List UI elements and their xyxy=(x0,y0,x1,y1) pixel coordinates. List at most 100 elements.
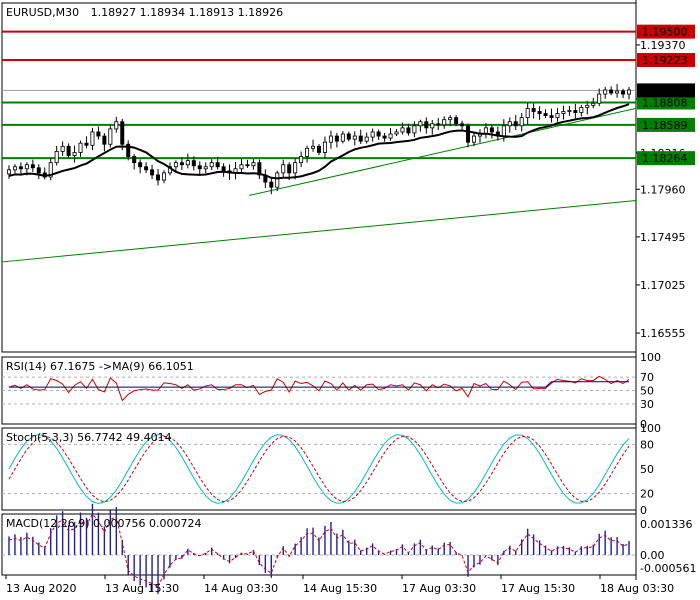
candle-body xyxy=(615,90,620,94)
candle-body xyxy=(72,152,77,156)
candle-body xyxy=(352,135,357,140)
level-tags: 1.19500 1.19223 1.18808 1.18589 1.18264 1.189… xyxy=(637,24,695,166)
stoch-tick-label: 0 xyxy=(640,504,647,517)
candle-body xyxy=(364,136,369,142)
candle-body xyxy=(424,121,429,129)
candle-body xyxy=(412,125,417,134)
candle-body xyxy=(382,135,387,139)
candle-body xyxy=(322,141,327,153)
candle-body xyxy=(454,117,459,125)
candle-body xyxy=(549,115,554,119)
candle-body xyxy=(507,121,512,127)
candle-body xyxy=(287,164,292,174)
current-price-tag xyxy=(637,83,695,98)
candle-body xyxy=(376,131,381,137)
macd-tick-label: 0.001336 xyxy=(640,518,693,531)
candle-body xyxy=(346,133,351,140)
candle-body xyxy=(96,131,101,137)
stoch-title: Stoch(5,3,3) 56.7742 49.4014 xyxy=(6,431,172,444)
rsi-tick-label: 30 xyxy=(640,398,654,411)
time-tick-label: 14 Aug 03:30 xyxy=(204,582,278,595)
candle-body xyxy=(519,117,524,127)
candle-body xyxy=(179,162,184,166)
candle-body xyxy=(36,167,41,174)
candle-body xyxy=(370,131,375,138)
candle-body xyxy=(334,135,339,142)
rsi-title: RSI(14) 67.1675 ->MA(9) 66.1051 xyxy=(6,360,194,373)
price-tick-label: 1.17495 xyxy=(640,231,686,244)
trendlines xyxy=(1,107,637,263)
candle-body xyxy=(257,162,262,176)
candlesticks xyxy=(6,84,632,195)
candle-body xyxy=(6,169,11,175)
time-axis: 13 Aug 2020 13 Aug 15:30 14 Aug 03:30 14 Au… xyxy=(5,575,674,595)
candle-body xyxy=(48,162,53,178)
candle-body xyxy=(460,123,465,127)
candle-body xyxy=(18,166,23,170)
candle-body xyxy=(84,142,89,146)
candle-body xyxy=(448,117,453,121)
candle-body xyxy=(215,162,220,168)
candle-body xyxy=(102,135,107,145)
time-tick-label: 17 Aug 03:30 xyxy=(402,582,476,595)
stoch-tick-label: 50 xyxy=(640,463,654,476)
candle-body xyxy=(60,145,65,152)
candle-body xyxy=(430,123,435,129)
candle-body xyxy=(269,181,274,188)
price-tick-label: 1.17025 xyxy=(640,279,686,292)
stoch-tick-label: 80 xyxy=(640,438,654,451)
rsi-line xyxy=(8,375,630,402)
candle-body xyxy=(436,123,441,126)
price-tick-label: 1.16555 xyxy=(640,327,686,340)
candle-body xyxy=(328,135,333,143)
candle-body xyxy=(597,93,602,104)
candle-body xyxy=(400,127,405,133)
candle-body xyxy=(245,164,250,167)
support-tag xyxy=(637,117,695,132)
symbol: EURUSD,M30 xyxy=(6,6,79,19)
candle-body xyxy=(203,166,208,170)
candle-body xyxy=(12,166,17,171)
support-tag xyxy=(637,95,695,110)
candle-body xyxy=(126,143,131,157)
candle-body xyxy=(108,128,113,145)
candle-body xyxy=(275,172,280,188)
trendline xyxy=(1,200,637,263)
candle-body xyxy=(281,164,286,174)
candle-body xyxy=(388,133,393,139)
candle-body xyxy=(531,108,536,112)
candle-body xyxy=(185,160,190,166)
ma-polyline xyxy=(8,103,630,180)
stoch-tick-label: 20 xyxy=(640,488,654,501)
time-tick-label: 13 Aug 15:30 xyxy=(105,582,179,595)
candle-body xyxy=(24,164,29,170)
resistance-tag xyxy=(637,24,695,39)
candle-body xyxy=(161,172,166,181)
candle-body xyxy=(132,156,137,164)
candle-body xyxy=(78,142,83,153)
price-tick-label: 1.17960 xyxy=(640,183,686,196)
candle-body xyxy=(489,127,494,133)
candle-body xyxy=(120,121,125,145)
panel-frame xyxy=(1,2,637,353)
candle-body xyxy=(138,162,143,168)
candle-body xyxy=(358,135,363,142)
time-tick-label: 13 Aug 2020 xyxy=(6,582,76,595)
candle-body xyxy=(54,151,59,164)
candle-body xyxy=(406,127,411,134)
trendline xyxy=(249,107,637,196)
candle-body xyxy=(316,145,321,153)
candle-body xyxy=(555,113,560,119)
candle-body xyxy=(621,90,626,95)
moving-average-line xyxy=(8,103,630,180)
macd-tick-label: 0.00 xyxy=(640,549,665,562)
horizontal-levels xyxy=(2,30,636,160)
candle-body xyxy=(293,162,298,174)
panel-frames xyxy=(1,0,637,580)
candle-body xyxy=(114,121,119,130)
rsi-tick-label: 50 xyxy=(640,385,654,398)
candle-body xyxy=(394,131,399,135)
rsi-tick-label: 70 xyxy=(640,371,654,384)
stoch-tick-label: 100 xyxy=(640,422,661,435)
